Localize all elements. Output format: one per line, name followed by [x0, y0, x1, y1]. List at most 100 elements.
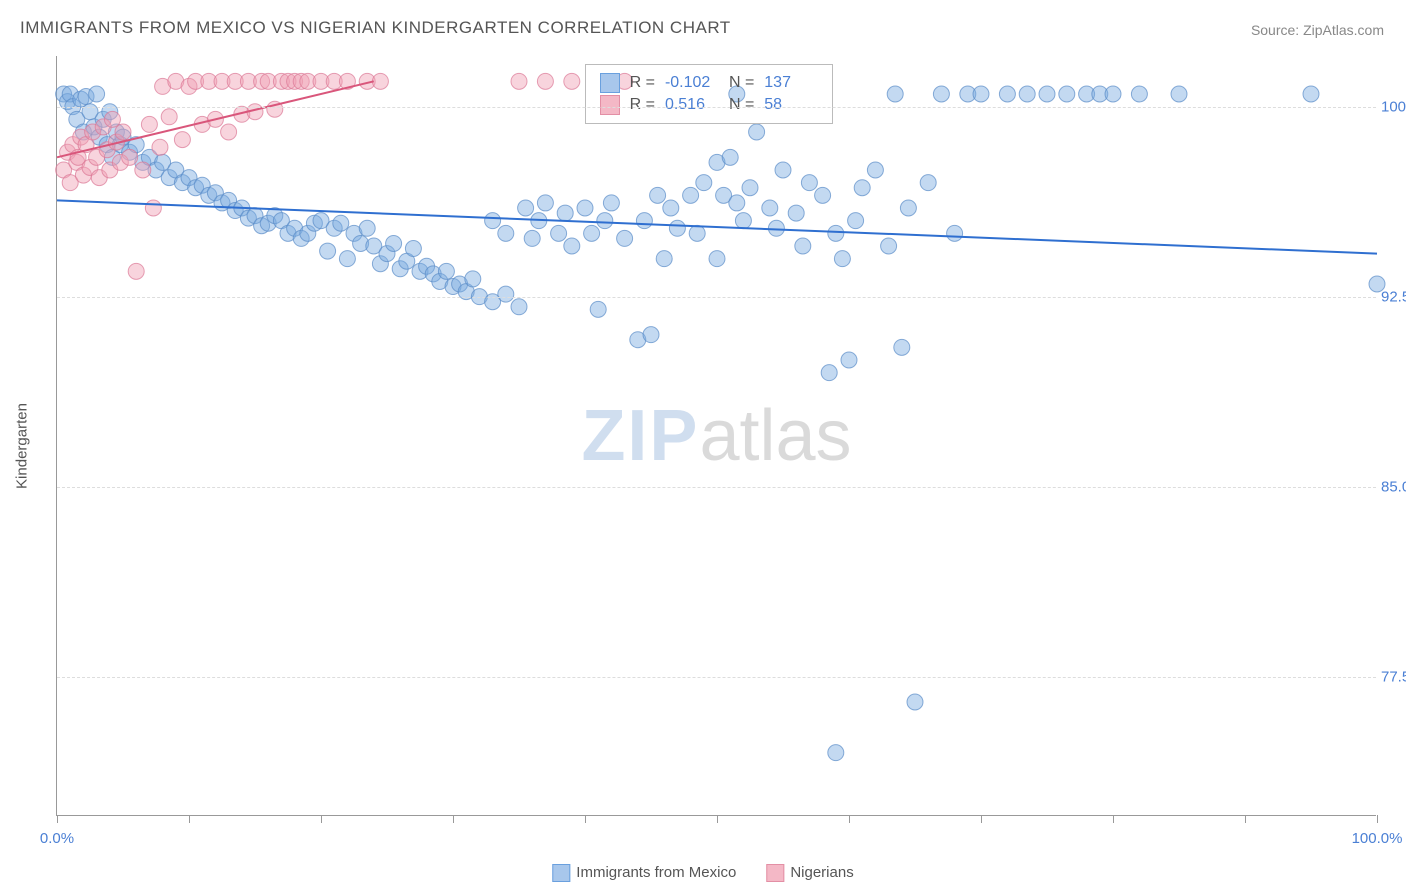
- data-point: [841, 352, 857, 368]
- data-point: [683, 187, 699, 203]
- data-point: [907, 694, 923, 710]
- data-point: [854, 180, 870, 196]
- source-label: Source: ZipAtlas.com: [1251, 22, 1384, 38]
- gridline-h: [57, 297, 1376, 298]
- data-point: [795, 238, 811, 254]
- data-point: [465, 271, 481, 287]
- xtick: [717, 815, 718, 823]
- data-point: [735, 213, 751, 229]
- ytick-label: 85.0%: [1381, 478, 1406, 495]
- data-point: [828, 745, 844, 761]
- data-point: [89, 86, 105, 102]
- data-point: [669, 220, 685, 236]
- data-point: [372, 73, 388, 89]
- legend-swatch: [766, 864, 784, 882]
- data-point: [359, 220, 375, 236]
- data-point: [867, 162, 883, 178]
- data-point: [537, 73, 553, 89]
- data-point: [920, 175, 936, 191]
- ytick-label: 77.5%: [1381, 668, 1406, 685]
- data-point: [104, 111, 120, 127]
- legend-item: Nigerians: [766, 864, 853, 882]
- data-point: [518, 200, 534, 216]
- data-point: [881, 238, 897, 254]
- legend-item: Immigrants from Mexico: [552, 864, 736, 882]
- ytick-label: 100.0%: [1381, 98, 1406, 115]
- legend-label: Nigerians: [790, 864, 853, 881]
- data-point: [788, 205, 804, 221]
- data-point: [1171, 86, 1187, 102]
- chart-svg: [57, 56, 1376, 815]
- data-point: [656, 251, 672, 267]
- data-point: [775, 162, 791, 178]
- legend-stats-row: R =-0.102N =137: [600, 73, 819, 93]
- xtick: [453, 815, 454, 823]
- data-point: [1039, 86, 1055, 102]
- data-point: [320, 243, 336, 259]
- gridline-h: [57, 107, 1376, 108]
- data-point: [848, 213, 864, 229]
- data-point: [696, 175, 712, 191]
- data-point: [524, 230, 540, 246]
- data-point: [815, 187, 831, 203]
- xtick: [849, 815, 850, 823]
- data-point: [900, 200, 916, 216]
- data-point: [617, 230, 633, 246]
- y-axis-label: Kindergarten: [14, 403, 31, 489]
- data-point: [221, 124, 237, 140]
- data-point: [577, 200, 593, 216]
- data-point: [801, 175, 817, 191]
- data-point: [584, 225, 600, 241]
- chart-title: IMMIGRANTS FROM MEXICO VS NIGERIAN KINDE…: [20, 18, 731, 38]
- legend-bottom: Immigrants from Mexico Nigerians: [552, 864, 853, 882]
- gridline-h: [57, 487, 1376, 488]
- plot-area: ZIPatlas R =-0.102N =137R =0.516N =58 77…: [56, 56, 1376, 816]
- data-point: [551, 225, 567, 241]
- data-point: [689, 225, 705, 241]
- data-point: [821, 365, 837, 381]
- legend-r-label: R =: [630, 74, 655, 92]
- data-point: [174, 132, 190, 148]
- data-point: [597, 213, 613, 229]
- data-point: [1059, 86, 1075, 102]
- data-point: [1303, 86, 1319, 102]
- data-point: [1105, 86, 1121, 102]
- legend-r-value: -0.102: [665, 74, 719, 92]
- data-point: [498, 225, 514, 241]
- data-point: [1131, 86, 1147, 102]
- data-point: [161, 109, 177, 125]
- data-point: [557, 205, 573, 221]
- data-point: [386, 235, 402, 251]
- data-point: [828, 225, 844, 241]
- legend-stats-box: R =-0.102N =137R =0.516N =58: [585, 64, 834, 124]
- data-point: [485, 213, 501, 229]
- ytick-label: 92.5%: [1381, 288, 1406, 305]
- legend-n-value: 137: [764, 74, 818, 92]
- data-point: [333, 215, 349, 231]
- xtick: [585, 815, 586, 823]
- data-point: [933, 86, 949, 102]
- xtick: [1245, 815, 1246, 823]
- data-point: [438, 263, 454, 279]
- data-point: [722, 149, 738, 165]
- legend-swatch: [600, 73, 620, 93]
- data-point: [894, 339, 910, 355]
- data-point: [834, 251, 850, 267]
- legend-n-value: 58: [764, 96, 818, 114]
- data-point: [135, 162, 151, 178]
- data-point: [663, 200, 679, 216]
- xtick-label: 100.0%: [1352, 830, 1403, 847]
- data-point: [643, 327, 659, 343]
- data-point: [650, 187, 666, 203]
- xtick: [57, 815, 58, 823]
- data-point: [603, 195, 619, 211]
- data-point: [742, 180, 758, 196]
- legend-r-value: 0.516: [665, 96, 719, 114]
- legend-stats-row: R =0.516N =58: [600, 95, 819, 115]
- data-point: [564, 73, 580, 89]
- data-point: [1019, 86, 1035, 102]
- data-point: [636, 213, 652, 229]
- xtick-label: 0.0%: [40, 830, 74, 847]
- legend-swatch: [552, 864, 570, 882]
- gridline-h: [57, 677, 1376, 678]
